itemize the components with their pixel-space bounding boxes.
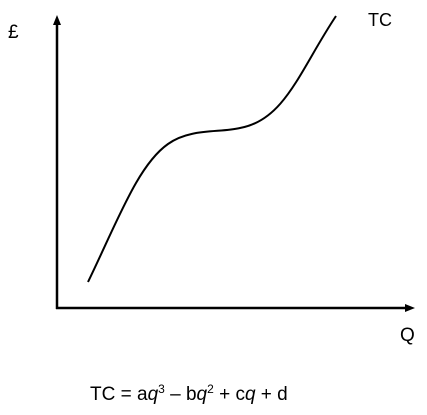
- curve-label-tc: TC: [368, 10, 392, 30]
- equation-exp-3: 3: [158, 382, 165, 396]
- equation-var-q1: q: [244, 384, 256, 405]
- equation-var-q2: q: [196, 384, 208, 405]
- equation-op1: – b: [164, 384, 197, 405]
- y-axis-label: £: [8, 22, 19, 43]
- x-axis-label: Q: [400, 325, 415, 346]
- equation-lhs: TC = a: [90, 384, 148, 405]
- total-cost-curve: [87, 15, 337, 283]
- cost-function-equation: TC = aq3 – bq2 + cq + d: [90, 382, 288, 406]
- equation-exp-2: 2: [207, 382, 214, 396]
- equation-tail: + d: [255, 384, 288, 405]
- equation-op2: + c: [213, 384, 245, 405]
- equation-var-q3: q: [147, 384, 159, 405]
